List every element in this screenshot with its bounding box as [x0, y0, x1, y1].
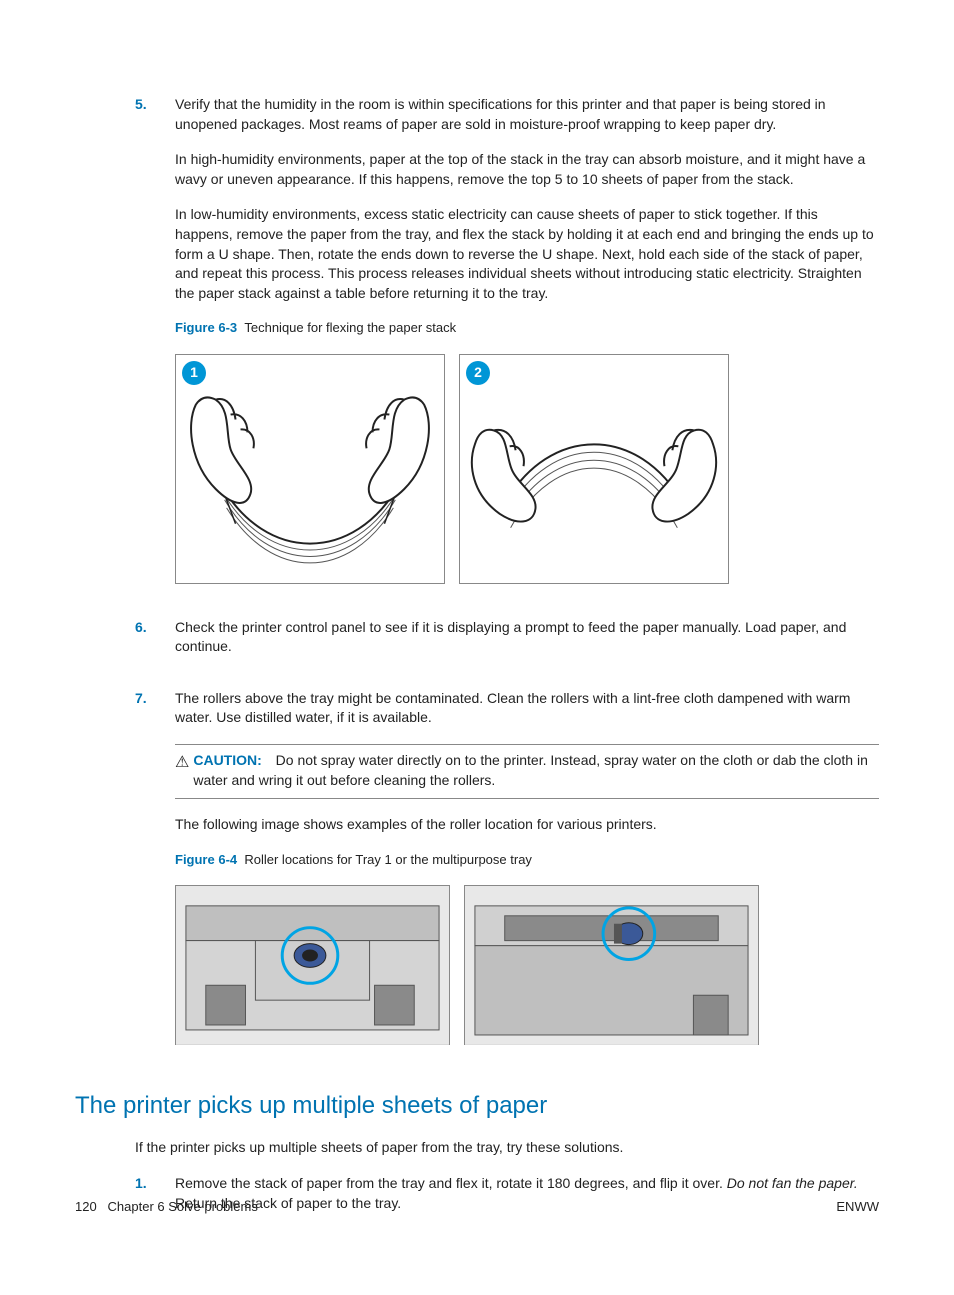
step-body: Check the printer control panel to see i… — [175, 618, 879, 673]
badge-2-icon: 2 — [466, 361, 490, 385]
step1-pre: Remove the stack of paper from the tray … — [175, 1175, 727, 1191]
figure-6-3: 1 — [175, 354, 879, 584]
figure-6-4 — [175, 885, 879, 1045]
step-7: 7. The rollers above the tray might be c… — [135, 689, 879, 1063]
section-intro: If the printer picks up multiple sheets … — [135, 1138, 879, 1158]
caution-box: ⚠ CAUTION: Do not spray water directly o… — [175, 744, 879, 799]
step-body: The rollers above the tray might be cont… — [175, 689, 879, 1063]
paper-flex-down-illustration — [460, 355, 728, 583]
post-caution-text: The following image shows examples of th… — [175, 815, 879, 835]
figure-6-4-caption: Roller locations for Tray 1 or the multi… — [244, 852, 532, 867]
roller-location-illustration-2 — [465, 886, 758, 1045]
step7-text: The rollers above the tray might be cont… — [175, 689, 879, 728]
step-number: 6. — [135, 618, 175, 673]
step-5: 5. Verify that the humidity in the room … — [135, 95, 879, 602]
figure-6-3-label: Figure 6-3 Technique for flexing the pap… — [175, 319, 879, 337]
step-number: 7. — [135, 689, 175, 1063]
footer-left: 120 Chapter 6 Solve problems — [75, 1198, 258, 1216]
step-number: 5. — [135, 95, 175, 602]
step5-para3: In low-humidity environments, excess sta… — [175, 205, 879, 303]
figure-6-4-number: Figure 6-4 — [175, 852, 237, 867]
step-6: 6. Check the printer control panel to se… — [135, 618, 879, 673]
step6-text: Check the printer control panel to see i… — [175, 618, 879, 657]
figure-6-4-panel-1 — [175, 885, 450, 1045]
warning-triangle-icon: ⚠ — [175, 752, 189, 774]
caution-text: Do not spray water directly on to the pr… — [193, 752, 868, 788]
step5-para2: In high-humidity environments, paper at … — [175, 150, 879, 189]
paper-flex-up-illustration — [176, 355, 444, 583]
section-heading-multiple-sheets: The printer picks up multiple sheets of … — [75, 1089, 879, 1123]
figure-6-3-panel-2: 2 — [459, 354, 729, 584]
badge-1-icon: 1 — [182, 361, 206, 385]
page-number: 120 — [75, 1199, 97, 1214]
figure-6-3-panel-1: 1 — [175, 354, 445, 584]
step-body: Verify that the humidity in the room is … — [175, 95, 879, 602]
figure-6-4-label: Figure 6-4 Roller locations for Tray 1 o… — [175, 851, 879, 869]
figure-6-3-number: Figure 6-3 — [175, 320, 237, 335]
page-footer: 120 Chapter 6 Solve problems ENWW — [75, 1198, 879, 1216]
step5-para1: Verify that the humidity in the room is … — [175, 95, 879, 134]
footer-right: ENWW — [836, 1198, 879, 1216]
roller-location-illustration-1 — [176, 886, 449, 1045]
figure-6-4-panel-2 — [464, 885, 759, 1045]
chapter-label: Chapter 6 Solve problems — [108, 1199, 258, 1214]
caution-label: CAUTION: — [193, 752, 261, 768]
figure-6-3-caption: Technique for flexing the paper stack — [244, 320, 456, 335]
step1-italic: Do not fan the paper. — [727, 1175, 858, 1191]
